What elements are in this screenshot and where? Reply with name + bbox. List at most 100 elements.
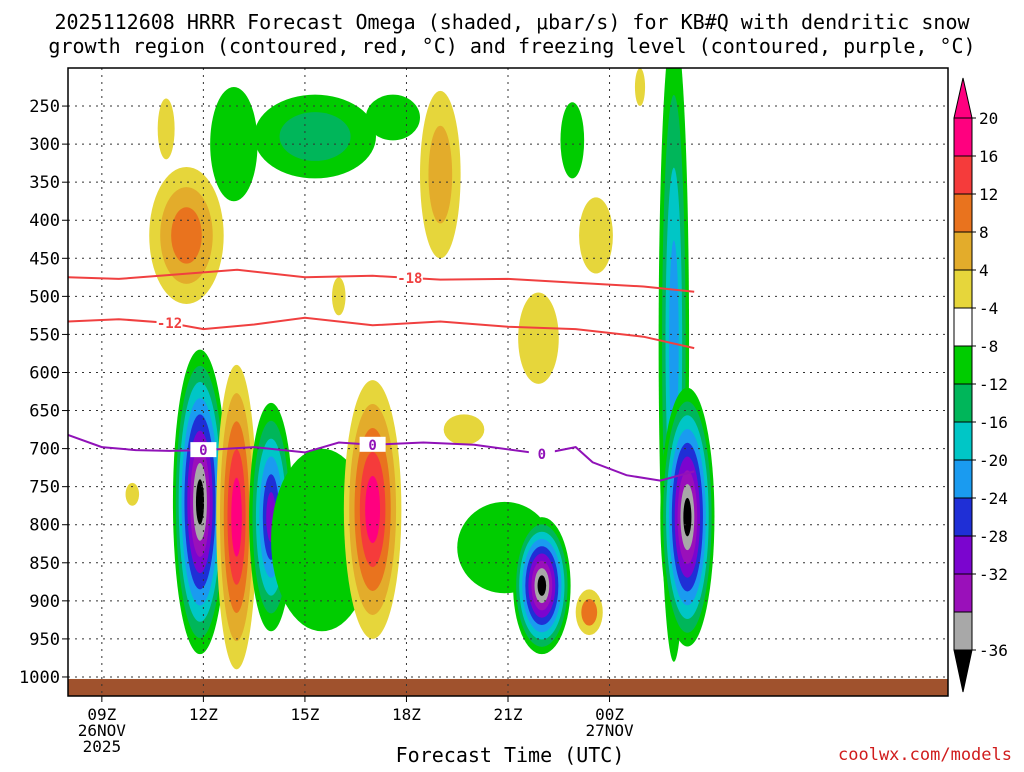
colorbar-label--4: -4 bbox=[979, 299, 998, 318]
omega-cell-upper-green-1 bbox=[210, 87, 258, 202]
colorbar-swatch-8 bbox=[953, 421, 973, 461]
ground-strip bbox=[68, 678, 948, 696]
colorbar-bottom-arrow bbox=[953, 649, 973, 693]
y-tick-label-300: 300 bbox=[29, 135, 60, 155]
colorbar-swatch-6 bbox=[953, 345, 973, 385]
omega-level--6 bbox=[365, 94, 420, 141]
y-tick-label-350: 350 bbox=[29, 173, 60, 193]
omega-cell-low-positive-1 bbox=[216, 364, 257, 670]
y-axis: 250 300 350 400 450 500 550 600 650 700 750 800 850 9… bbox=[19, 97, 68, 688]
x-axis-title: Forecast Time (UTC) bbox=[396, 743, 625, 767]
omega-level-14 bbox=[581, 598, 598, 626]
omega-cell-mid-yellow bbox=[149, 166, 224, 304]
omega-cell-east-edge-core bbox=[660, 387, 715, 647]
omega-level-24 bbox=[365, 475, 381, 544]
dgz-label--12: -12 bbox=[157, 316, 182, 332]
colorbar-label-4: 4 bbox=[979, 261, 989, 280]
colorbar-swatch-10 bbox=[953, 497, 973, 537]
omega-cell-low-core-west bbox=[172, 349, 228, 655]
omega-cell-upper-yellow-4 bbox=[634, 68, 646, 107]
x-tick-label-9-0: 09Z bbox=[87, 705, 116, 724]
omega-level-6 bbox=[634, 68, 646, 107]
x-tick-label-9-1: 26NOV bbox=[78, 721, 127, 740]
y-tick-label-700: 700 bbox=[29, 440, 60, 460]
colorbar-label-20: 20 bbox=[979, 109, 998, 128]
credit-text[interactable]: coolwx.com/models bbox=[838, 745, 1012, 765]
colorbar-label--28: -28 bbox=[979, 527, 1008, 546]
y-tick-label-950: 950 bbox=[29, 630, 60, 650]
omega-level--6 bbox=[560, 102, 585, 179]
omega-level--18 bbox=[669, 240, 679, 444]
colorbar-label--36: -36 bbox=[979, 641, 1008, 660]
colorbar-label-12: 12 bbox=[979, 185, 998, 204]
omega-cell-upper-green-2 bbox=[254, 94, 376, 179]
freezing-level-label-0-bg bbox=[190, 442, 217, 458]
y-tick-label-550: 550 bbox=[29, 325, 60, 345]
dgz-label--12-bg bbox=[156, 315, 183, 331]
chart-title-line1: 2025112608 HRRR Forecast Omega (shaded, … bbox=[54, 10, 970, 34]
freezing-level-label-1: 0 bbox=[368, 438, 376, 454]
omega-cell-small-yellow-2 bbox=[518, 292, 559, 384]
terrain-strip bbox=[68, 678, 948, 696]
dgz-label--18-bg bbox=[396, 269, 423, 285]
omega-level-24 bbox=[231, 477, 242, 557]
y-tick-label-500: 500 bbox=[29, 287, 60, 307]
y-tick-label-400: 400 bbox=[29, 211, 60, 231]
colorbar-swatch-7 bbox=[953, 383, 973, 423]
colorbar-swatch-0 bbox=[953, 117, 973, 157]
omega-level--40 bbox=[195, 479, 205, 525]
omega-level-6 bbox=[125, 482, 140, 506]
omega-cell-small-yellow-5 bbox=[575, 589, 603, 636]
y-tick-label-900: 900 bbox=[29, 592, 60, 612]
colorbar-label--32: -32 bbox=[979, 565, 1008, 584]
colorbar-swatch-9 bbox=[953, 459, 973, 499]
colorbar-swatch-11 bbox=[953, 535, 973, 575]
omega-cell-small-yellow-1 bbox=[332, 277, 346, 316]
omega-cell-upper-green-4 bbox=[560, 102, 585, 179]
colorbar-swatch-2 bbox=[953, 193, 973, 233]
colorbar-swatch-4 bbox=[953, 269, 973, 309]
omega-cell-small-yellow-4 bbox=[125, 482, 140, 506]
colorbar-swatch-12 bbox=[953, 573, 973, 613]
colorbar-swatch-5 bbox=[953, 307, 973, 347]
omega-level-6 bbox=[579, 197, 613, 274]
colorbar: 20 16 12 8 4 -4 -8 -12 -16 -20 -24 -28 -32 -36 bbox=[953, 77, 1008, 693]
freezing-level-label-2-bg bbox=[528, 445, 555, 461]
y-tick-label-650: 650 bbox=[29, 402, 60, 422]
omega-level--6 bbox=[210, 87, 258, 202]
x-tick-label-24-0: 00Z bbox=[595, 705, 624, 724]
omega-level--40 bbox=[537, 575, 547, 596]
x-tick-label-24-1: 27NOV bbox=[585, 721, 634, 740]
omega-cell-upper-green-3 bbox=[365, 94, 420, 141]
colorbar-label-16: 16 bbox=[979, 147, 998, 166]
freezing-level-label-2: 0 bbox=[538, 447, 546, 463]
colorbar-label--12: -12 bbox=[979, 375, 1008, 394]
x-tick-label-15-0: 15Z bbox=[290, 705, 319, 724]
colorbar-label--8: -8 bbox=[979, 337, 998, 356]
y-tick-label-1000: 1000 bbox=[19, 668, 60, 688]
freezing-level-label-0: 0 bbox=[199, 443, 207, 459]
omega-level-6 bbox=[518, 292, 559, 384]
omega-cell-low-positive-2 bbox=[343, 380, 402, 639]
x-tick-label-9-2: 2025 bbox=[83, 737, 122, 756]
omega-level-6 bbox=[332, 277, 346, 316]
omega-shading bbox=[125, 68, 715, 670]
omega-cell-upper-yellow-2 bbox=[420, 90, 461, 259]
omega-level-14 bbox=[171, 207, 202, 264]
omega-cell-small-yellow-3 bbox=[443, 414, 485, 445]
colorbar-label--24: -24 bbox=[979, 489, 1008, 508]
colorbar-swatch-3 bbox=[953, 231, 973, 271]
colorbar-label--20: -20 bbox=[979, 451, 1008, 470]
omega-level--40 bbox=[683, 497, 692, 537]
x-tick-label-21-0: 21Z bbox=[494, 705, 523, 724]
omega-cell-upper-yellow-3 bbox=[579, 197, 613, 274]
y-tick-label-250: 250 bbox=[29, 97, 60, 117]
y-tick-label-800: 800 bbox=[29, 516, 60, 536]
y-tick-label-450: 450 bbox=[29, 249, 60, 269]
omega-level-6 bbox=[157, 98, 175, 160]
temperature-contours: -18 -12 0 0 0 bbox=[68, 268, 695, 482]
